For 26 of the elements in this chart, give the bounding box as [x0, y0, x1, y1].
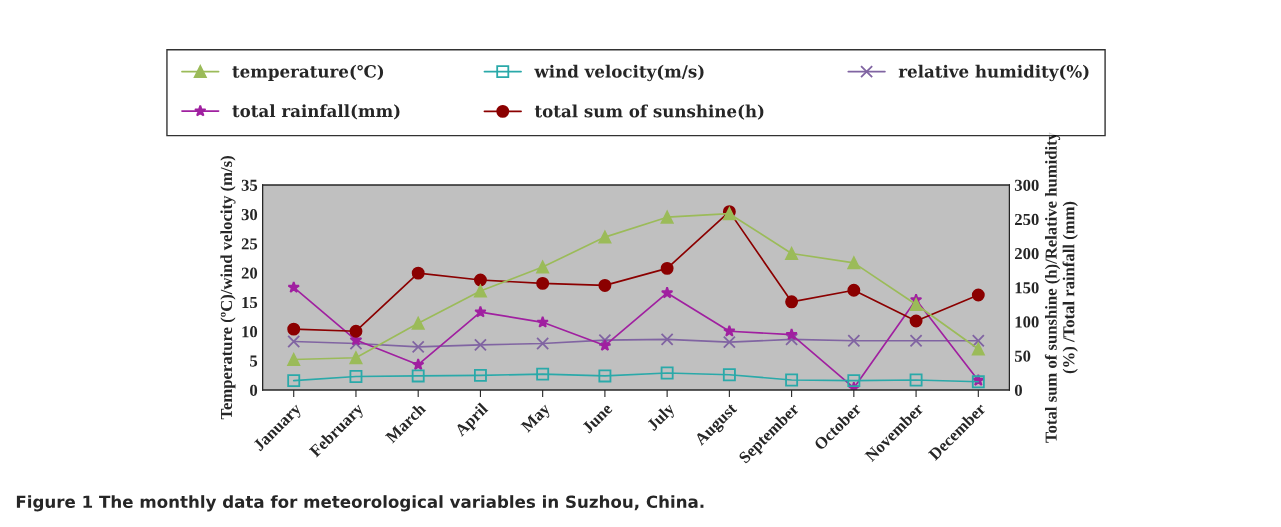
x-tick-label: May	[520, 402, 554, 436]
y-tick-label: 15	[242, 296, 258, 309]
y-tick-label: 5	[250, 355, 258, 367]
legend-label: total rainfall(mm)	[232, 104, 400, 120]
y2-tick-label: 200	[1014, 248, 1039, 260]
y-tick-label: 20	[241, 267, 258, 279]
y2-tick-label: 50	[1014, 350, 1031, 362]
y2-tick-label: 100	[1015, 316, 1039, 328]
y-tick-label: 25	[241, 238, 258, 250]
legend-label: relative humidity(%)	[898, 64, 1089, 82]
legend-label: wind velocity(m/s)	[534, 64, 704, 82]
legend-label: total sum of sunshine(h)	[534, 104, 764, 120]
y2-tick-label: 250	[1014, 213, 1039, 226]
y2-tick-label: 0	[1014, 384, 1022, 396]
caption: Figure 1 The monthly data for meteorological variables in Suzhou, China.	[16, 495, 704, 512]
y-tick-label: 0	[250, 384, 258, 396]
x-tick-label: June	[581, 402, 613, 434]
y-tick-label: 35	[241, 179, 258, 191]
y2-axis-title: Total sum of sunshine (h)/Relative humidity (%) /Total rainfall (mm)	[1044, 132, 1078, 443]
y2-tick-label: 150	[1015, 282, 1039, 294]
y-axis-title: Temperature (ºC)/wind velocity (m/s)	[220, 156, 236, 420]
legend-label: temperature(℃)	[232, 64, 384, 81]
y-tick-label: 30	[241, 208, 258, 221]
y2-tick-label: 300	[1014, 179, 1039, 191]
y-tick-label: 10	[242, 326, 258, 338]
x-tick-label: July	[646, 401, 678, 434]
